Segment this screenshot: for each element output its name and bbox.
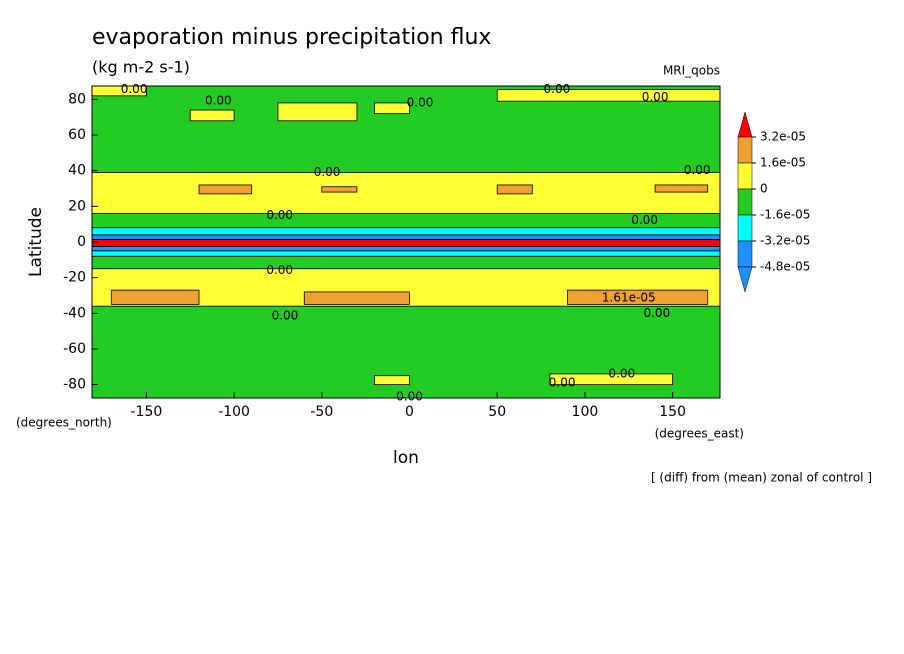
y-tick-label: -60 bbox=[63, 341, 86, 357]
contour-label: 0.00 bbox=[205, 94, 232, 108]
contour-region bbox=[189, 109, 235, 122]
colorbar-label: -1.6e-05 bbox=[760, 208, 810, 222]
x-tick-label: 50 bbox=[488, 404, 506, 420]
contour-label: 0.00 bbox=[643, 306, 670, 320]
contour-label: 0.00 bbox=[549, 375, 576, 389]
contour-region bbox=[91, 239, 721, 247]
contour-label: 0.00 bbox=[266, 263, 293, 277]
contour-region bbox=[91, 246, 721, 252]
y-tick-label: -80 bbox=[63, 377, 86, 393]
x-tick-label: -100 bbox=[218, 404, 250, 420]
colorbar-label: -3.2e-05 bbox=[760, 234, 810, 248]
contour-label: 1.61e-05 bbox=[602, 291, 656, 305]
contour-label: 0.00 bbox=[631, 213, 658, 227]
contour-region bbox=[110, 289, 200, 305]
contour-region bbox=[496, 184, 533, 195]
colorbar-cap bbox=[737, 111, 753, 138]
contour-region bbox=[374, 102, 410, 115]
contour-region bbox=[91, 227, 721, 236]
contour-region bbox=[374, 375, 410, 386]
contour-region bbox=[549, 373, 674, 386]
y-tick-label: 20 bbox=[68, 198, 86, 214]
y-tick-label: 0 bbox=[77, 234, 86, 250]
colorbar-segment bbox=[737, 214, 753, 242]
contour-region bbox=[654, 184, 709, 193]
chart-title: evaporation minus precipitation flux bbox=[92, 25, 491, 50]
contour-label: 0.00 bbox=[608, 366, 635, 380]
colorbar-label: 0 bbox=[760, 182, 768, 196]
contour-label: 0.00 bbox=[684, 163, 711, 177]
colorbar-cap bbox=[737, 266, 753, 293]
colorbar-label: -4.8e-05 bbox=[760, 260, 810, 274]
contour-label: 0.00 bbox=[407, 95, 434, 109]
y-tick-label: -20 bbox=[63, 270, 86, 286]
y-tick-label: 60 bbox=[68, 127, 86, 143]
colorbar-segment bbox=[737, 188, 753, 216]
contour-region bbox=[91, 250, 721, 257]
x-units: (degrees_east) bbox=[655, 427, 744, 441]
contour-label: 0.00 bbox=[544, 82, 571, 96]
colorbar-segment bbox=[737, 136, 753, 164]
colorbar-segment bbox=[737, 240, 753, 268]
contour-label: 0.00 bbox=[314, 165, 341, 179]
contour-region bbox=[91, 172, 721, 214]
y-tick-label: 80 bbox=[68, 91, 86, 107]
contour-region bbox=[198, 184, 253, 195]
contour-region bbox=[91, 234, 721, 240]
x-tick-label: -50 bbox=[310, 404, 333, 420]
y-axis-label: Latitude bbox=[26, 207, 46, 277]
footnote: [ (diff) from (mean) zonal of control ] bbox=[651, 471, 872, 485]
x-tick-label: 0 bbox=[405, 404, 414, 420]
contour-label: 0.00 bbox=[121, 82, 148, 96]
colorbar-label: 3.2e-05 bbox=[760, 130, 806, 144]
contour-label: 0.00 bbox=[272, 308, 299, 322]
y-tick-label: 40 bbox=[68, 163, 86, 179]
contour-label: 0.00 bbox=[642, 90, 669, 104]
dataset-label: MRI_qobs bbox=[663, 64, 720, 78]
y-tick-label: -40 bbox=[63, 305, 86, 321]
x-axis-label: lon bbox=[393, 448, 419, 468]
x-tick-label: 100 bbox=[572, 404, 599, 420]
y-units: (degrees_north) bbox=[16, 416, 112, 430]
colorbar-segment bbox=[737, 162, 753, 190]
colorbar-label: 1.6e-05 bbox=[760, 156, 806, 170]
contour-region bbox=[496, 89, 721, 102]
x-tick-label: 150 bbox=[659, 404, 686, 420]
contour-region bbox=[566, 289, 709, 305]
subtitle: (kg m-2 s-1) bbox=[92, 58, 190, 77]
contour-label: 0.00 bbox=[266, 208, 293, 222]
x-tick-label: -150 bbox=[130, 404, 162, 420]
contour-region bbox=[277, 102, 358, 122]
contour-region bbox=[321, 186, 358, 193]
contour-region bbox=[303, 291, 410, 305]
